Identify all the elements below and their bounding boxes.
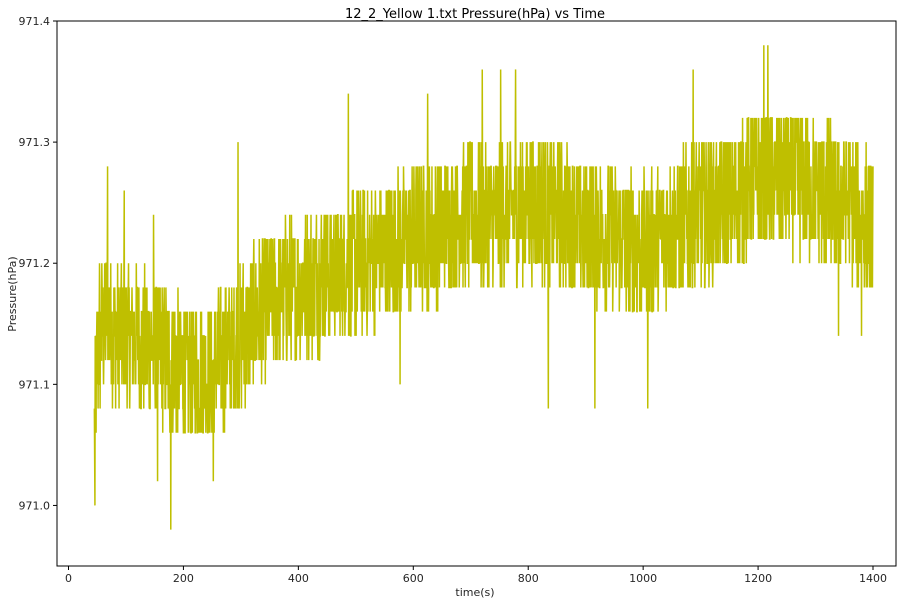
plot-frame (56, 20, 897, 567)
x-tick-label: 1400 (859, 572, 887, 585)
y-tick-label: 971.2 (19, 257, 51, 270)
chart-title: 12_2_Yellow 1.txt Pressure(hPa) vs Time (345, 7, 605, 22)
pressure-series-line (93, 45, 874, 530)
y-tick-label: 971.3 (19, 136, 51, 149)
x-tick-label: 400 (288, 572, 309, 585)
x-axis: 0 200 400 600 800 1000 1200 1400 (65, 566, 887, 585)
x-tick-label: 0 (65, 572, 72, 585)
x-tick-label: 1200 (744, 572, 772, 585)
x-tick-label: 800 (518, 572, 539, 585)
y-tick-label: 971.0 (19, 499, 51, 512)
x-tick-label: 1000 (629, 572, 657, 585)
series-layer (93, 45, 874, 530)
x-tick-label: 600 (403, 572, 424, 585)
y-axis-title: Pressure(hPa) (6, 256, 19, 331)
x-tick-label: 200 (173, 572, 194, 585)
y-tick-label: 971.4 (19, 15, 51, 28)
y-tick-label: 971.1 (19, 378, 51, 391)
y-axis: 971.0 971.1 971.2 971.3 971.4 (19, 15, 57, 512)
x-axis-title: time(s) (455, 586, 494, 599)
